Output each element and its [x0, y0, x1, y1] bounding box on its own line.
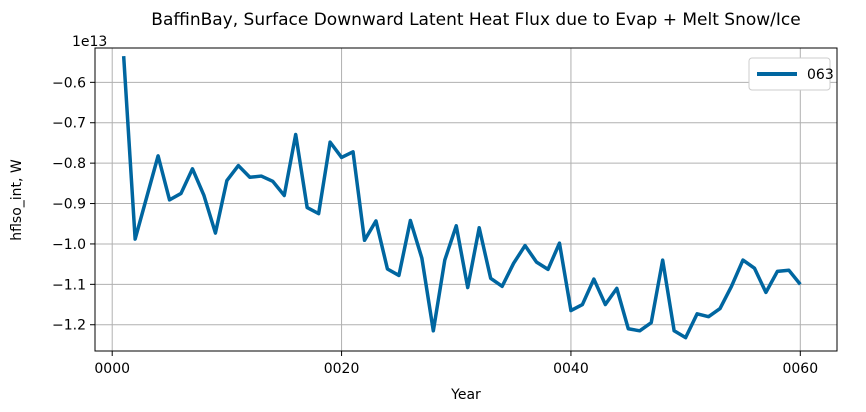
y-tick-label: −0.7	[52, 116, 86, 132]
legend: 063	[748, 57, 834, 91]
x-tick-label: 0020	[324, 361, 360, 377]
y-axis-label: hflso_int, W	[9, 159, 25, 241]
y-tick-label: −1.0	[52, 237, 86, 253]
x-axis-label: Year	[450, 387, 481, 403]
x-tick-label: 0000	[94, 361, 130, 377]
x-tick-label: 0060	[782, 361, 818, 377]
x-axis-ticks: 0000 0020 0040 0060	[94, 351, 818, 377]
chart-title: BaffinBay, Surface Downward Latent Heat …	[151, 10, 800, 30]
y-tick-label: −0.8	[52, 156, 86, 172]
y-tick-label: −1.2	[52, 318, 86, 334]
y-tick-label: −0.6	[52, 75, 86, 91]
y-axis-offset-label: 1e13	[72, 34, 107, 50]
series-line-063	[121, 55, 802, 340]
series-layer	[121, 55, 802, 340]
y-tick-label: −0.9	[52, 197, 86, 213]
legend-entry-063: 063	[807, 67, 834, 83]
x-tick-label: 0040	[553, 361, 589, 377]
y-axis-ticks: −1.2 −1.1 −1.0 −0.9 −0.8 −0.7 −0.6	[52, 75, 95, 334]
plot-frame	[94, 47, 838, 352]
y-tick-label: −1.1	[52, 277, 86, 293]
